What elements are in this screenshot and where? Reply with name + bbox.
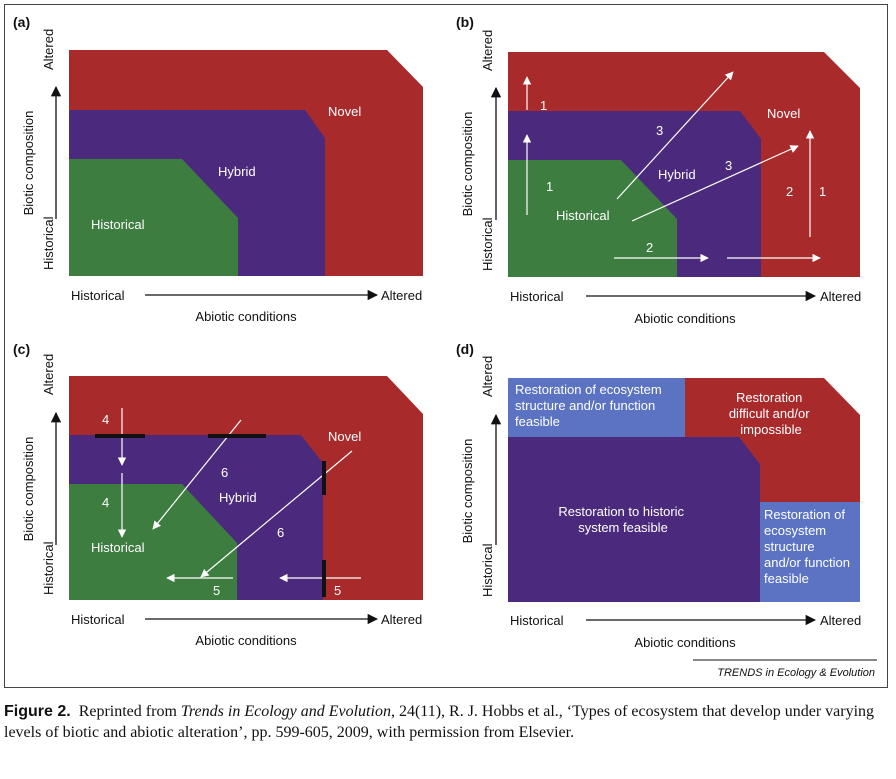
- caption-label: Figure 2.: [4, 703, 71, 720]
- restoration-arrow: [200, 450, 353, 578]
- structure-feasible-region-top: [508, 378, 685, 437]
- panel-a: (a) Novel Hybrid Historical Historical A…: [13, 14, 423, 324]
- x-axis-high: Altered: [820, 613, 861, 628]
- y-axis-high: Altered: [41, 354, 56, 395]
- arrow-number: 1: [546, 179, 553, 194]
- historical-region: [508, 160, 677, 277]
- novel-label: Novel: [328, 429, 361, 444]
- hybrid-label: Hybrid: [219, 490, 257, 505]
- figure-diagram: (a) Novel Hybrid Historical Historical A…: [13, 14, 877, 679]
- panel-c-letter: (c): [13, 341, 30, 357]
- panel-d-letter: (d): [456, 341, 474, 357]
- arrow-number: 5: [334, 583, 341, 598]
- caption-journal-title: Trends in Ecology and Evolution: [180, 703, 391, 720]
- y-axis-low: Historical: [480, 543, 495, 597]
- panel-b: (b) Novel Hybrid Historical 1 1 3 3 1 2 …: [456, 14, 861, 326]
- hybrid-label: Hybrid: [218, 164, 256, 179]
- arrow-number: 3: [725, 158, 732, 173]
- arrow-number: 6: [221, 465, 228, 480]
- y-axis-low: Historical: [41, 541, 56, 595]
- y-axis-label: Biotic composition: [460, 439, 475, 544]
- y-axis-high: Altered: [480, 356, 495, 397]
- historical-label: Historical: [556, 208, 610, 223]
- panel-c: (c) Novel Hybrid Historical 4 4 6 6 5 5 …: [13, 341, 423, 648]
- novel-label: Novel: [328, 104, 361, 119]
- structure-feasible-right-label: Restoration of ecosystem structure and/o…: [764, 507, 854, 586]
- x-axis-label: Abiotic conditions: [634, 311, 736, 326]
- structure-feasible-label: Restoration of ecosystem structure and/o…: [515, 382, 665, 429]
- transition-arrow: [616, 71, 734, 200]
- journal-name: TRENDS in Ecology & Evolution: [717, 667, 875, 679]
- x-axis-low: Historical: [71, 288, 125, 303]
- arrow-number: 1: [540, 98, 547, 113]
- historical-region: [69, 484, 237, 600]
- x-axis-high: Altered: [381, 612, 422, 627]
- x-axis-low: Historical: [510, 613, 564, 628]
- restoration-arrow: [152, 419, 242, 530]
- y-axis-low: Historical: [480, 217, 495, 271]
- hybrid-label: Hybrid: [658, 167, 696, 182]
- y-axis-label: Biotic composition: [460, 112, 475, 217]
- x-axis-low: Historical: [510, 289, 564, 304]
- x-axis-high: Altered: [820, 289, 861, 304]
- y-axis-label: Biotic composition: [21, 437, 36, 542]
- x-axis-low: Historical: [71, 612, 125, 627]
- arrow-number: 4: [102, 412, 109, 427]
- arrow-number: 1: [819, 184, 826, 199]
- arrow-number: 5: [213, 583, 220, 598]
- figure-caption: Figure 2. Reprinted from Trends in Ecolo…: [4, 701, 888, 743]
- historical-label: Historical: [91, 540, 145, 555]
- y-axis-high: Altered: [41, 29, 56, 70]
- arrow-number: 4: [102, 495, 109, 510]
- y-axis-high: Altered: [480, 30, 495, 71]
- arrow-number: 3: [656, 123, 663, 138]
- historic-feasible-label: Restoration to historic system feasible: [558, 504, 687, 535]
- panel-d: (d) Restoration of ecosystem structure a…: [456, 341, 861, 650]
- x-axis-high: Altered: [381, 288, 422, 303]
- panel-a-letter: (a): [13, 14, 30, 30]
- caption-text-after-title: , 24(11), R. J. Hobbs et al., ‘Types of …: [4, 703, 875, 741]
- structure-feasible-region-right: [760, 502, 860, 602]
- x-axis-label: Abiotic conditions: [195, 633, 297, 648]
- figure-frame: (a) Novel Hybrid Historical Historical A…: [4, 4, 888, 688]
- transition-arrow: [631, 145, 799, 222]
- arrow-number: 6: [277, 525, 284, 540]
- historic-feasible-region: [508, 437, 760, 602]
- y-axis-label: Biotic composition: [21, 111, 36, 216]
- y-axis-low: Historical: [41, 216, 56, 270]
- panel-b-letter: (b): [456, 14, 474, 30]
- x-axis-label: Abiotic conditions: [634, 635, 736, 650]
- caption-text-before-title: Reprinted from: [78, 703, 177, 720]
- x-axis-label: Abiotic conditions: [195, 309, 297, 324]
- difficult-label: Restoration difficult and/or impossible: [729, 390, 813, 437]
- novel-label: Novel: [767, 106, 800, 121]
- historical-region: [69, 159, 238, 276]
- arrow-number: 2: [786, 184, 793, 199]
- arrow-number: 2: [646, 240, 653, 255]
- historical-label: Historical: [91, 217, 145, 232]
